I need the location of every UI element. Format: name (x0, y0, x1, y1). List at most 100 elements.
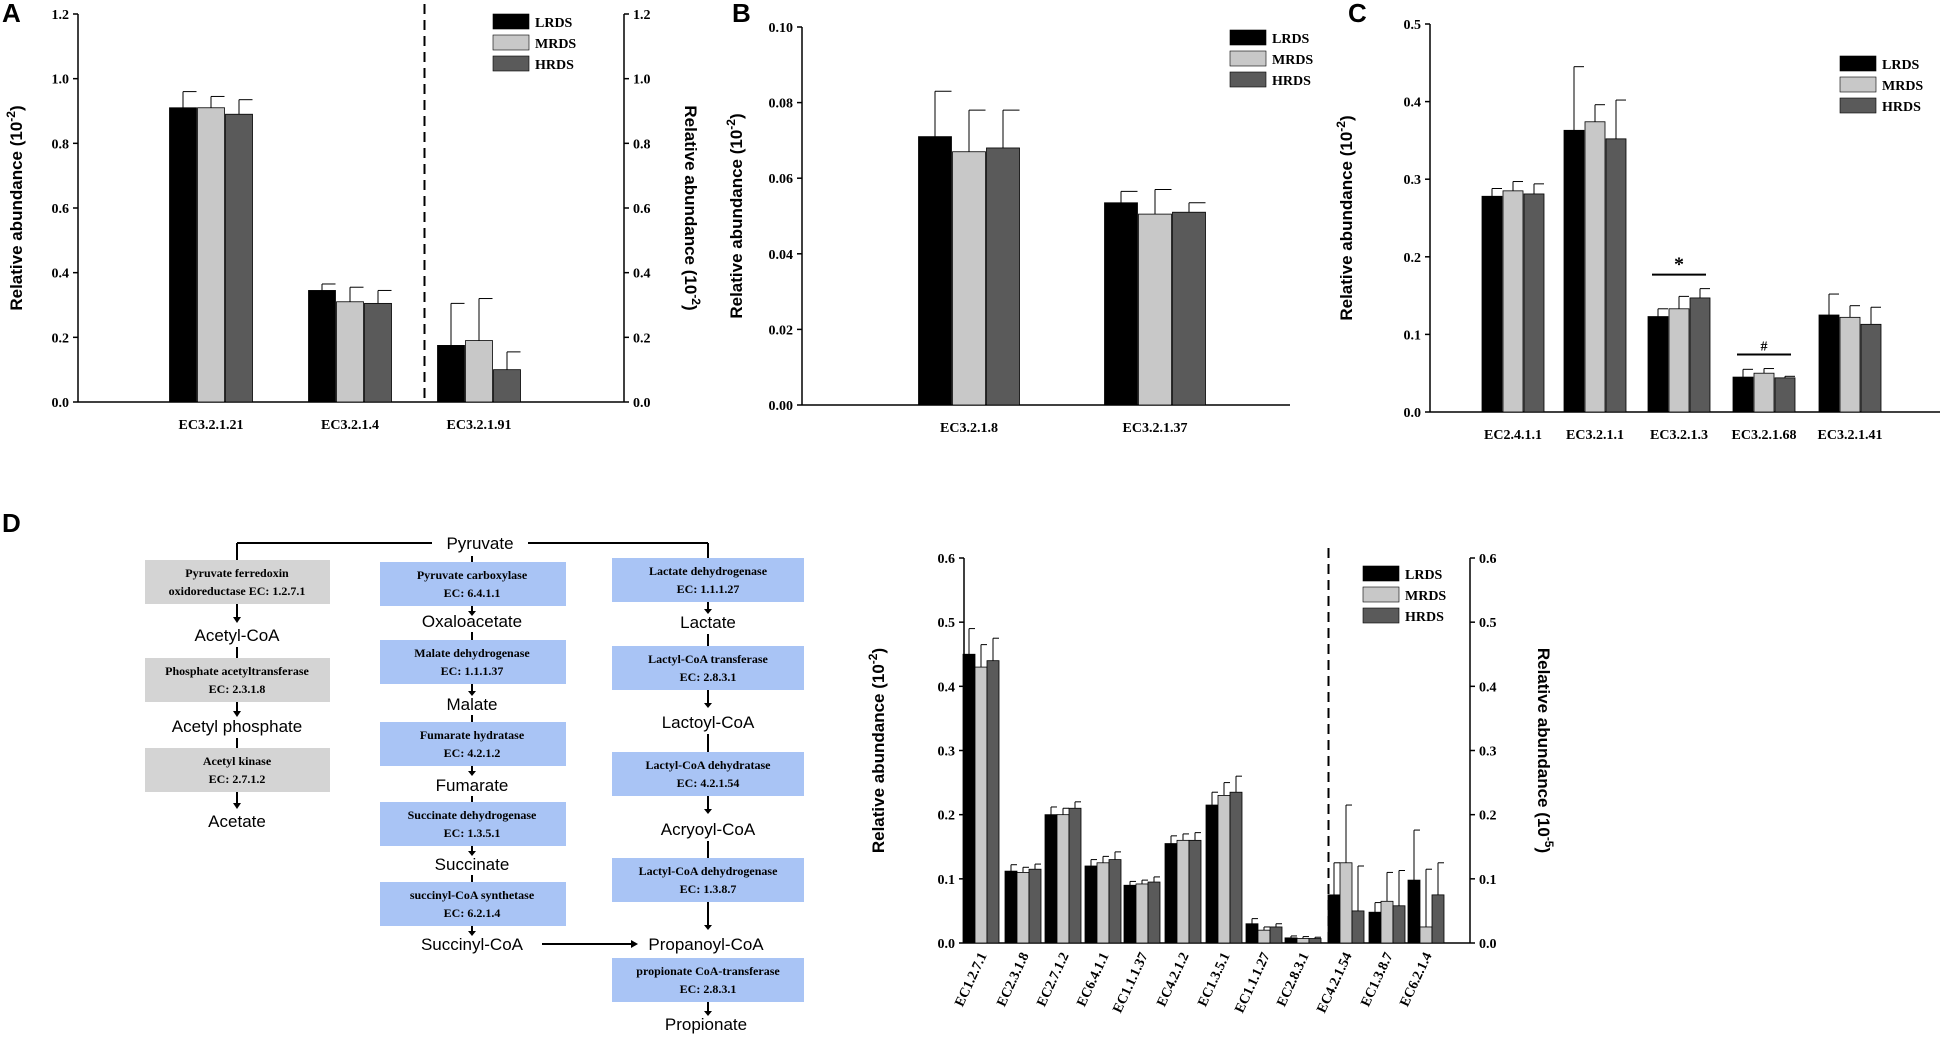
chart-d-bar-lrds-11 (1407, 879, 1421, 944)
metabolite-succinate: Succinate (435, 855, 510, 874)
panel-letter-b: B (732, 0, 751, 28)
arrowhead-col2-1 (468, 611, 476, 616)
chart-d-bar-mrds-0 (974, 666, 988, 944)
chart-d-category-label: EC1.3.5.1 (1196, 950, 1234, 1009)
chart-d-bar-mrds-9 (1339, 862, 1353, 944)
metabolite-malate: Malate (446, 695, 497, 714)
enzyme-box-lct-name: Lactyl-CoA transferase (648, 652, 768, 666)
chart-a-ytick-label-right: 0.4 (633, 267, 651, 282)
chart-b-ylabel-base: Relative abundance (10 (727, 130, 746, 319)
chart-d-bar-mrds-2 (1056, 814, 1070, 944)
chart-c-legend-swatch-mrds (1839, 76, 1877, 93)
arrowhead-col3-5 (704, 809, 712, 814)
enzyme-box-pfor-name: Pyruvate ferredoxin (185, 566, 289, 580)
chart-b-category-label: EC3.2.1.37 (1123, 421, 1188, 436)
enzyme-box-pta-name: Phosphate acetyltransferase (165, 664, 309, 678)
chart-b-bar-mrds-0 (952, 151, 986, 406)
chart-d-bar-mrds-6 (1217, 795, 1231, 944)
chart-d-bar-lrds-2 (1044, 814, 1058, 944)
enzyme-box-mdh-ec: EC: 1.1.1.37 (441, 664, 504, 678)
chart-a-category-label: EC3.2.1.91 (447, 418, 512, 433)
chart-d-bar-lrds-5 (1164, 843, 1178, 944)
chart-d-ytick-label-right: 0.5 (1479, 616, 1497, 631)
enzyme-box-pfor-ec: oxidoreductase EC: 1.2.7.1 (169, 584, 306, 598)
chart-a-ytick-label: 1.2 (52, 8, 70, 23)
arrowhead-col3-3 (704, 703, 712, 708)
chart-b-ytick-label: 0.04 (769, 248, 794, 263)
chart-c-bar-hrds-2 (1689, 297, 1711, 413)
chart-d-ylabel-right: Relative abundance (10-5) (1534, 648, 1556, 853)
chart-c-ytick-label: 0.4 (1404, 96, 1422, 111)
enzyme-box-pct-name: propionate CoA-transferase (636, 964, 780, 978)
enzyme-box-lcd (612, 752, 804, 796)
enzyme-box-lcdh-name: Lactyl-CoA dehydrogenase (639, 864, 778, 878)
chart-d-ytick-label: 0.1 (938, 873, 956, 888)
chart-d-ylabel-right-base: Relative abundance (10 (1534, 648, 1553, 837)
chart-a-legend-label-hrds: HRDS (535, 58, 574, 73)
chart-c-legend-label-lrds: LRDS (1882, 58, 1920, 73)
enzyme-box-ack-name: Acetyl kinase (203, 754, 272, 768)
chart-c-bar-lrds-0 (1481, 195, 1503, 413)
enzyme-box-lcdh (612, 858, 804, 902)
enzyme-box-ldh (612, 558, 804, 602)
metabolite-oxaloacetate: Oxaloacetate (422, 612, 522, 631)
chart-d-category-label: EC1.2.7.1 (953, 950, 991, 1009)
chart-d-bar-hrds-3 (1108, 859, 1122, 944)
chart-d-ylabel-right-exponent: -5 (1542, 837, 1556, 848)
chart-a-legend-swatch-mrds (492, 34, 530, 51)
chart-d-bar-hrds-1 (1028, 868, 1042, 944)
chart-a-ylabel-base: Relative abundance (10 (7, 122, 26, 311)
chart-b-bar-hrds-1 (1172, 211, 1206, 406)
chart-d-bar-lrds-3 (1084, 865, 1098, 944)
chart-c-category-label: EC3.2.1.41 (1818, 428, 1883, 443)
chart-d-bar-lrds-9 (1327, 894, 1341, 944)
chart-d-bar-hrds-2 (1068, 807, 1082, 944)
chart-a-ylabel-right-exponent: -2 (689, 294, 703, 305)
chart-a-ytick-label-right: 1.2 (633, 8, 651, 23)
enzyme-box-sdh-ec: EC: 1.3.5.1 (444, 826, 501, 840)
chart-a-ytick-label: 0.0 (52, 396, 70, 411)
enzyme-box-lct (612, 646, 804, 690)
chart-b-legend-swatch-mrds (1229, 50, 1267, 67)
chart-b-bar-mrds-1 (1138, 213, 1172, 406)
chart-a-legend-label-mrds: MRDS (535, 37, 576, 52)
chart-d-category-label: EC6.2.1.4 (1398, 950, 1436, 1009)
chart-c-bar-lrds-4 (1818, 314, 1840, 413)
arrowhead-col1-5 (233, 803, 241, 809)
arrowhead-col1-1 (233, 617, 241, 623)
chart-c-ylabel-exponent: -2 (1334, 121, 1348, 132)
chart-a-bar-mrds-2 (465, 340, 493, 403)
chart-a-ytick-label-right: 0.6 (633, 202, 651, 217)
chart-d-ytick-label-right: 0.2 (1479, 809, 1497, 824)
chart-d-bar-hrds-8 (1308, 938, 1322, 944)
enzyme-box-pct (612, 958, 804, 1002)
chart-b-bar-lrds-1 (1104, 202, 1138, 406)
chart-d-bar-lrds-4 (1123, 884, 1137, 944)
metabolite-fumarate: Fumarate (436, 776, 509, 795)
chart-c-category-label: EC3.2.1.68 (1732, 428, 1797, 443)
chart-b-bar-hrds-0 (986, 147, 1020, 406)
chart-d-bar-lrds-0 (962, 653, 976, 944)
chart-d-bar-lrds-1 (1004, 870, 1018, 944)
enzyme-box-scs-ec: EC: 6.2.1.4 (444, 906, 501, 920)
chart-d-ytick-label: 0.0 (938, 937, 956, 952)
chart-d-bar-lrds-7 (1245, 923, 1259, 944)
chart-a-bar-lrds-1 (308, 290, 336, 403)
chart-b-ytick-label: 0.06 (769, 172, 794, 187)
chart-c-category-label: EC3.2.1.3 (1650, 428, 1708, 443)
enzyme-box-pta (145, 658, 330, 702)
chart-d-category-label: EC4.2.1.54 (1315, 950, 1356, 1015)
chart-b-ytick-label: 0.00 (769, 399, 794, 414)
metabolite-acetate: Acetate (208, 812, 266, 831)
enzyme-box-pfor (145, 560, 330, 604)
enzyme-box-lcd-ec: EC: 4.2.1.54 (677, 776, 740, 790)
chart-c-category-label: EC2.4.1.1 (1484, 428, 1542, 443)
chart-d-bar-mrds-10 (1380, 900, 1394, 944)
enzyme-box-mdh-name: Malate dehydrogenase (414, 646, 530, 660)
chart-d-bar-hrds-6 (1229, 791, 1243, 944)
chart-d-ylabel-close: ) (869, 648, 888, 654)
enzyme-box-mdh (380, 640, 566, 684)
chart-d-ytick-label: 0.6 (938, 552, 956, 567)
chart-b-category-label: EC3.2.1.8 (940, 421, 998, 436)
